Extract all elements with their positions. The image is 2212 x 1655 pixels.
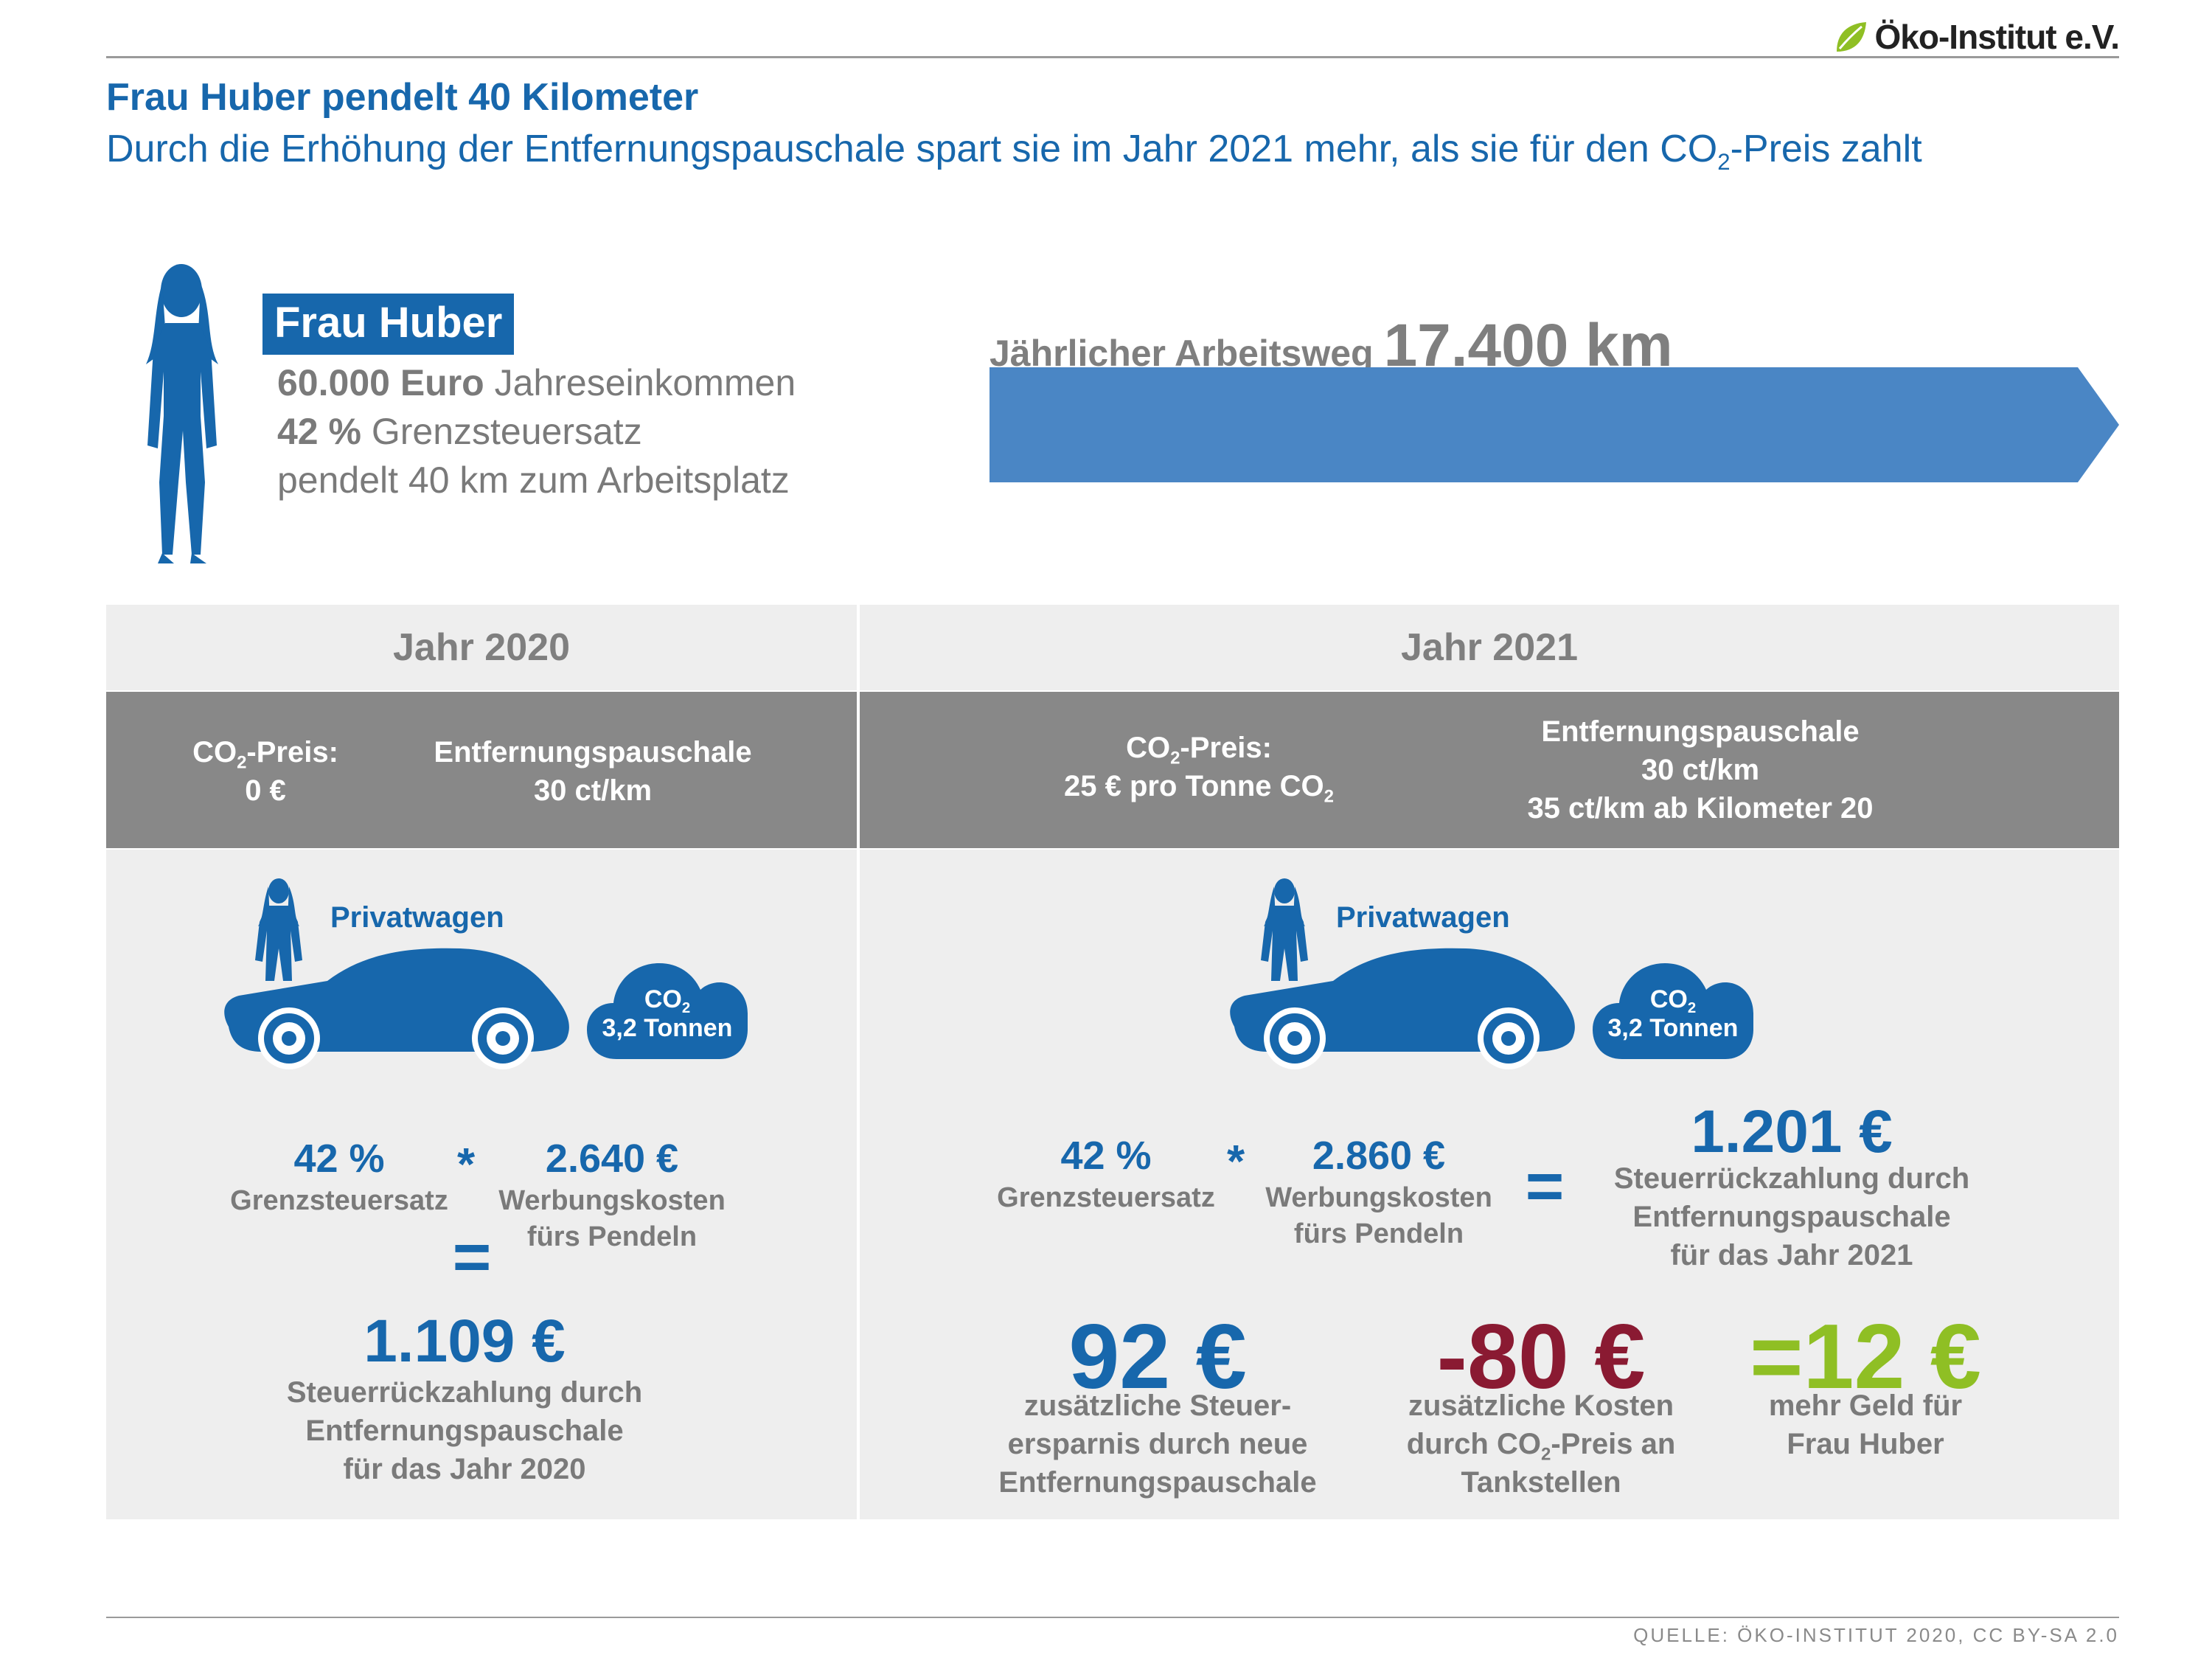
costs-value-2021: 2.860 € <box>1312 1134 1446 1178</box>
commute-heading: Jährlicher Arbeitsweg 17.400 km <box>990 312 1673 379</box>
rate-value-2021: 42 % <box>1060 1134 1152 1178</box>
co2-price-2020: CO2-Preis: 0 € <box>192 736 338 807</box>
pauschale-2021: Entfernungspauschale 30 ct/km 35 ct/km a… <box>1527 715 1874 825</box>
result-value-2020: 1.109 € <box>364 1308 566 1375</box>
co2-cost-label: zusätzliche Kosten durch CO2-Preis an Ta… <box>1406 1389 1676 1499</box>
tax-rate-line: 42 % Grenzsteuersatz <box>277 411 642 452</box>
person-name-badge: Frau Huber <box>262 294 515 355</box>
page-subtitle: Durch die Erhöhung der Entfernungspausch… <box>106 128 1922 175</box>
top-rule <box>106 56 2119 58</box>
year-2021-heading: Jahr 2021 <box>860 605 2119 690</box>
bottom-rule <box>106 1617 2119 1618</box>
saving-label: zusätzliche Steuer-ersparnis durch neue E… <box>998 1389 1317 1499</box>
rate-value-2020: 42 % <box>293 1137 385 1181</box>
cloud-text-2021: CO2 3,2 Tonnen <box>1607 985 1739 1043</box>
costs-value-2020: 2.640 € <box>545 1137 679 1181</box>
multiply-sign-2020: * <box>457 1139 476 1190</box>
costs-label-2021: Werbungskosten fürs Pendeln <box>1265 1182 1492 1250</box>
source-note: QUELLE: ÖKO-INSTITUT 2020, CC BY-SA 2.0 <box>1633 1624 2119 1646</box>
equals-sign-2021: = <box>1525 1150 1565 1224</box>
cloud-text-2020: CO2 3,2 Tonnen <box>602 985 733 1043</box>
car-label-2021: Privatwagen <box>1336 901 1510 934</box>
woman-silhouette-icon <box>146 264 218 563</box>
costs-label-2020: Werbungskosten fürs Pendeln <box>498 1185 726 1253</box>
car-icon-2020 <box>224 948 569 1069</box>
panel-divider <box>857 605 860 1519</box>
year-2021-conditions: CO2-Preis: 25 € pro Tonne CO2 Entfernung… <box>860 692 2119 848</box>
commute-arrow <box>990 367 2119 482</box>
multiply-sign-2021: * <box>1227 1137 1245 1187</box>
car-label-2020: Privatwagen <box>330 901 504 934</box>
net-gain-label: mehr Geld für Frau Huber <box>1768 1389 1963 1460</box>
rate-label-2020: Grenzsteuersatz <box>230 1185 448 1216</box>
leaf-logo-icon <box>1836 22 1866 52</box>
co2-cost-value: -80 € <box>1436 1306 1646 1408</box>
cloud-icon-2021 <box>1593 963 1753 1059</box>
year-2020-conditions: CO2-Preis: 0 € Entfernungspauschale 30 c… <box>106 692 857 848</box>
logo-text: Öko-Institut e.V. <box>1874 18 2120 56</box>
woman-small-icon <box>255 878 302 981</box>
logo: Öko-Institut e.V. <box>1834 13 2120 60</box>
equals-sign-2020: = <box>452 1221 492 1294</box>
income-line: 60.000 Euro Jahreseinkommen <box>277 362 796 403</box>
rate-label-2021: Grenzsteuersatz <box>997 1182 1215 1213</box>
page-title: Frau Huber pendelt 40 Kilometer <box>106 76 699 119</box>
result-label-2021: Steuerrückzahlung durch Entfernungspausch… <box>1613 1162 1970 1271</box>
net-gain-value: =12 € <box>1750 1306 1981 1408</box>
result-value-2021: 1.201 € <box>1691 1098 1893 1165</box>
co2-price-2021: CO2-Preis: 25 € pro Tonne CO2 <box>1064 732 1334 807</box>
pauschale-2020: Entfernungspauschale 30 ct/km <box>434 736 752 807</box>
result-label-2020: Steuerrückzahlung durch Entfernungspausch… <box>286 1376 643 1485</box>
commute-line: pendelt 40 km zum Arbeitsplatz <box>277 459 790 501</box>
woman-small-icon-2021 <box>1261 878 1308 981</box>
year-2020-heading: Jahr 2020 <box>106 605 857 690</box>
saving-value: 92 € <box>1068 1306 1247 1408</box>
car-icon-2021 <box>1230 948 1575 1069</box>
cloud-icon-2020 <box>587 963 748 1059</box>
